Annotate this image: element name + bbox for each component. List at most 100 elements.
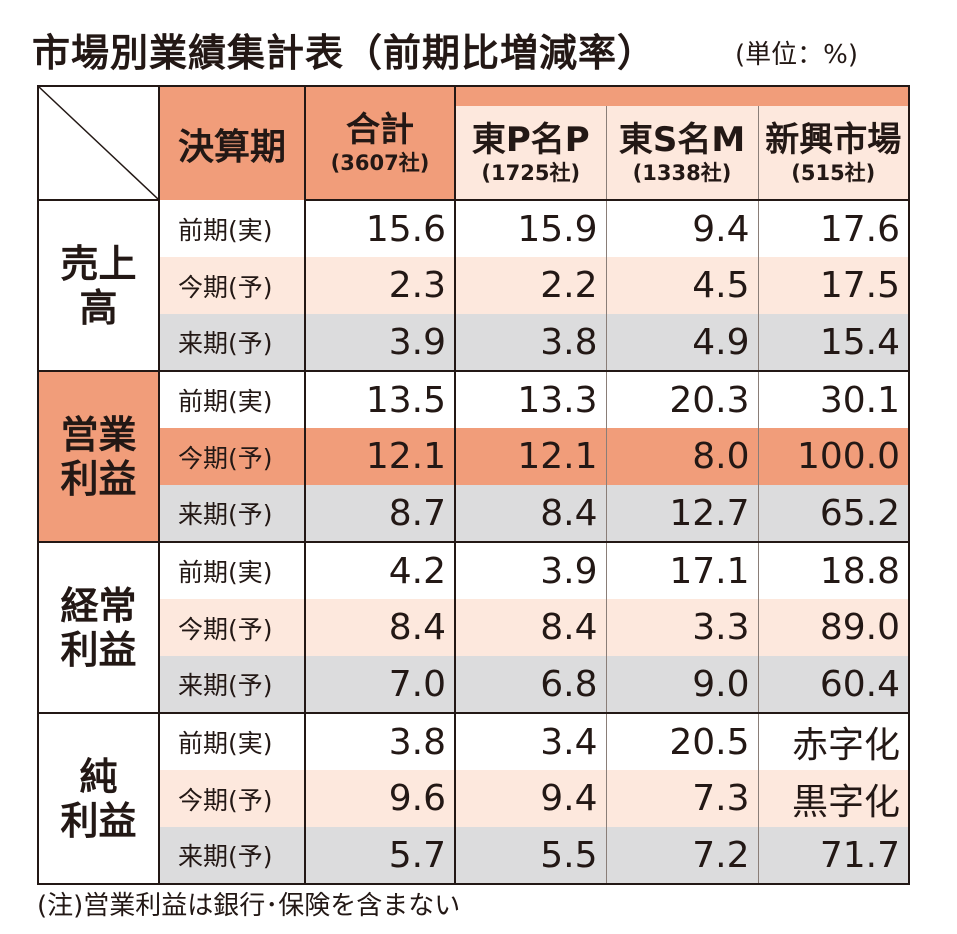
category-operating-profit: 営業 利益 [37, 370, 160, 543]
value-cell: 12.1 [455, 428, 607, 485]
value-cell: 黒字化 [758, 770, 911, 827]
header-col-standard: 東S名M (1338社) [605, 106, 758, 201]
header-col-count: (1725社) [481, 160, 581, 185]
header-corner-cell [37, 85, 160, 201]
value-cell: 20.3 [606, 371, 759, 428]
value-cell: 3.8 [455, 314, 607, 372]
value-cell: 17.1 [606, 542, 759, 599]
value-cell: 18.8 [758, 542, 911, 599]
value-cell: 60.4 [758, 656, 911, 714]
value-cell: 赤字化 [758, 713, 911, 770]
value-cell: 7.2 [606, 827, 759, 885]
value-cell: 4.2 [305, 542, 456, 599]
value-cell: 71.7 [758, 827, 911, 885]
period-label: 来期(予) [159, 314, 306, 372]
category-line: 利益 [60, 627, 137, 672]
value-cell: 8.4 [455, 599, 607, 656]
value-cell: 6.8 [455, 656, 607, 714]
value-cell: 2.3 [305, 257, 456, 314]
value-cell: 3.3 [606, 599, 759, 656]
value-cell: 4.5 [606, 257, 759, 314]
value-cell: 17.5 [758, 257, 911, 314]
table-title: 市場別業績集計表（前期比増減率） [32, 31, 657, 75]
header-col-total: 合計 (3607社) [304, 85, 456, 201]
value-cell: 7.0 [305, 656, 456, 714]
category-line: 経常 [60, 583, 137, 628]
title-row: 市場別業績集計表（前期比増減率） (単位：%) [32, 22, 932, 82]
period-label: 今期(予) [159, 257, 306, 314]
period-label: 来期(予) [159, 656, 306, 714]
period-label: 前期(実) [159, 200, 306, 257]
value-cell: 3.9 [455, 542, 607, 599]
table-row: 純 利益 前期(実) 3.8 3.4 20.5 赤字化 [37, 712, 911, 885]
footnote: (注)営業利益は銀行･保険を含まない [37, 891, 461, 921]
category-sales: 売上 高 [37, 199, 160, 372]
value-cell: 3.4 [455, 713, 607, 770]
value-cell: 2.2 [455, 257, 607, 314]
category-net-profit: 純 利益 [37, 712, 160, 885]
header-col-name: 新興市場 [765, 119, 902, 160]
category-ordinary-profit: 経常 利益 [37, 541, 160, 714]
header-col-count: (3607社) [330, 151, 430, 175]
value-cell: 13.3 [455, 371, 607, 428]
table-row: 経常 利益 前期(実) 4.2 3.9 17.1 18.8 [37, 541, 911, 714]
value-cell: 9.4 [606, 200, 759, 257]
value-cell: 15.6 [305, 200, 456, 257]
value-cell: 15.4 [758, 314, 911, 372]
table-row: 来期(予) 3.9 3.8 4.9 15.4 [38, 314, 911, 372]
header-row-top: 決算期 合計 (3607社) [37, 85, 911, 201]
table-row: 今期(予) 8.4 8.4 3.3 89.0 [38, 599, 911, 656]
value-cell: 9.6 [305, 770, 456, 827]
value-cell: 8.4 [455, 485, 607, 543]
table-row: 今期(予) 12.1 12.1 8.0 100.0 [38, 428, 911, 485]
value-cell: 20.5 [606, 713, 759, 770]
header-col-name: 東P名P [471, 119, 590, 160]
value-cell: 15.9 [455, 200, 607, 257]
category-line: 営業 [60, 412, 137, 457]
table-row: 営業 利益 前期(実) 13.5 13.3 20.3 30.1 [37, 370, 911, 543]
header-col-name: 東S名M [618, 119, 746, 160]
period-label: 来期(予) [159, 485, 306, 543]
value-cell: 5.7 [305, 827, 456, 885]
value-cell: 12.7 [606, 485, 759, 543]
value-cell: 12.1 [305, 428, 456, 485]
category-line: 利益 [60, 798, 137, 843]
period-label: 今期(予) [159, 428, 306, 485]
period-label: 今期(予) [159, 770, 306, 827]
category-line: 高 [79, 285, 118, 330]
period-label: 前期(実) [159, 542, 306, 599]
value-cell: 3.8 [305, 713, 456, 770]
header-col-count: (1338社) [632, 160, 732, 185]
value-cell: 100.0 [758, 428, 911, 485]
value-cell: 4.9 [606, 314, 759, 372]
value-cell: 8.0 [606, 428, 759, 485]
value-cell: 9.4 [455, 770, 607, 827]
header-col-prime: 東P名P (1725社) [454, 106, 606, 201]
value-cell: 17.6 [758, 200, 911, 257]
period-label: 今期(予) [159, 599, 306, 656]
header-col-name: 合計 [346, 110, 414, 150]
table-row: 売上 高 前期(実) 15.6 15.9 9.4 17.6 [37, 199, 911, 372]
category-line: 売上 [60, 241, 137, 286]
table-row: 来期(予) 8.7 8.4 12.7 65.2 [38, 485, 911, 543]
table-row: 今期(予) 9.6 9.4 7.3 黒字化 [38, 770, 911, 827]
period-label: 来期(予) [159, 827, 306, 885]
table-row: 来期(予) 5.7 5.5 7.2 71.7 [38, 827, 911, 885]
header-col-count: (515社) [791, 160, 876, 185]
category-line: 利益 [60, 456, 137, 501]
value-cell: 89.0 [758, 599, 911, 656]
header-period-col: 決算期 [159, 85, 305, 200]
header-band [455, 85, 911, 106]
results-table: 決算期 合計 (3607社) 東P名P (1725社) 東S名M (1338社)… [37, 85, 911, 885]
header-row-bottom: 東P名P (1725社) 東S名M (1338社) 新興市場 (515社) [38, 106, 911, 201]
diagonal-line-icon [39, 87, 158, 199]
value-cell: 30.1 [758, 371, 911, 428]
value-cell: 8.4 [305, 599, 456, 656]
category-line: 純 [79, 754, 118, 799]
header-col-growth: 新興市場 (515社) [757, 106, 911, 201]
table-row: 来期(予) 7.0 6.8 9.0 60.4 [38, 656, 911, 714]
period-label: 前期(実) [159, 713, 306, 770]
value-cell: 9.0 [606, 656, 759, 714]
period-label: 前期(実) [159, 371, 306, 428]
value-cell: 8.7 [305, 485, 456, 543]
